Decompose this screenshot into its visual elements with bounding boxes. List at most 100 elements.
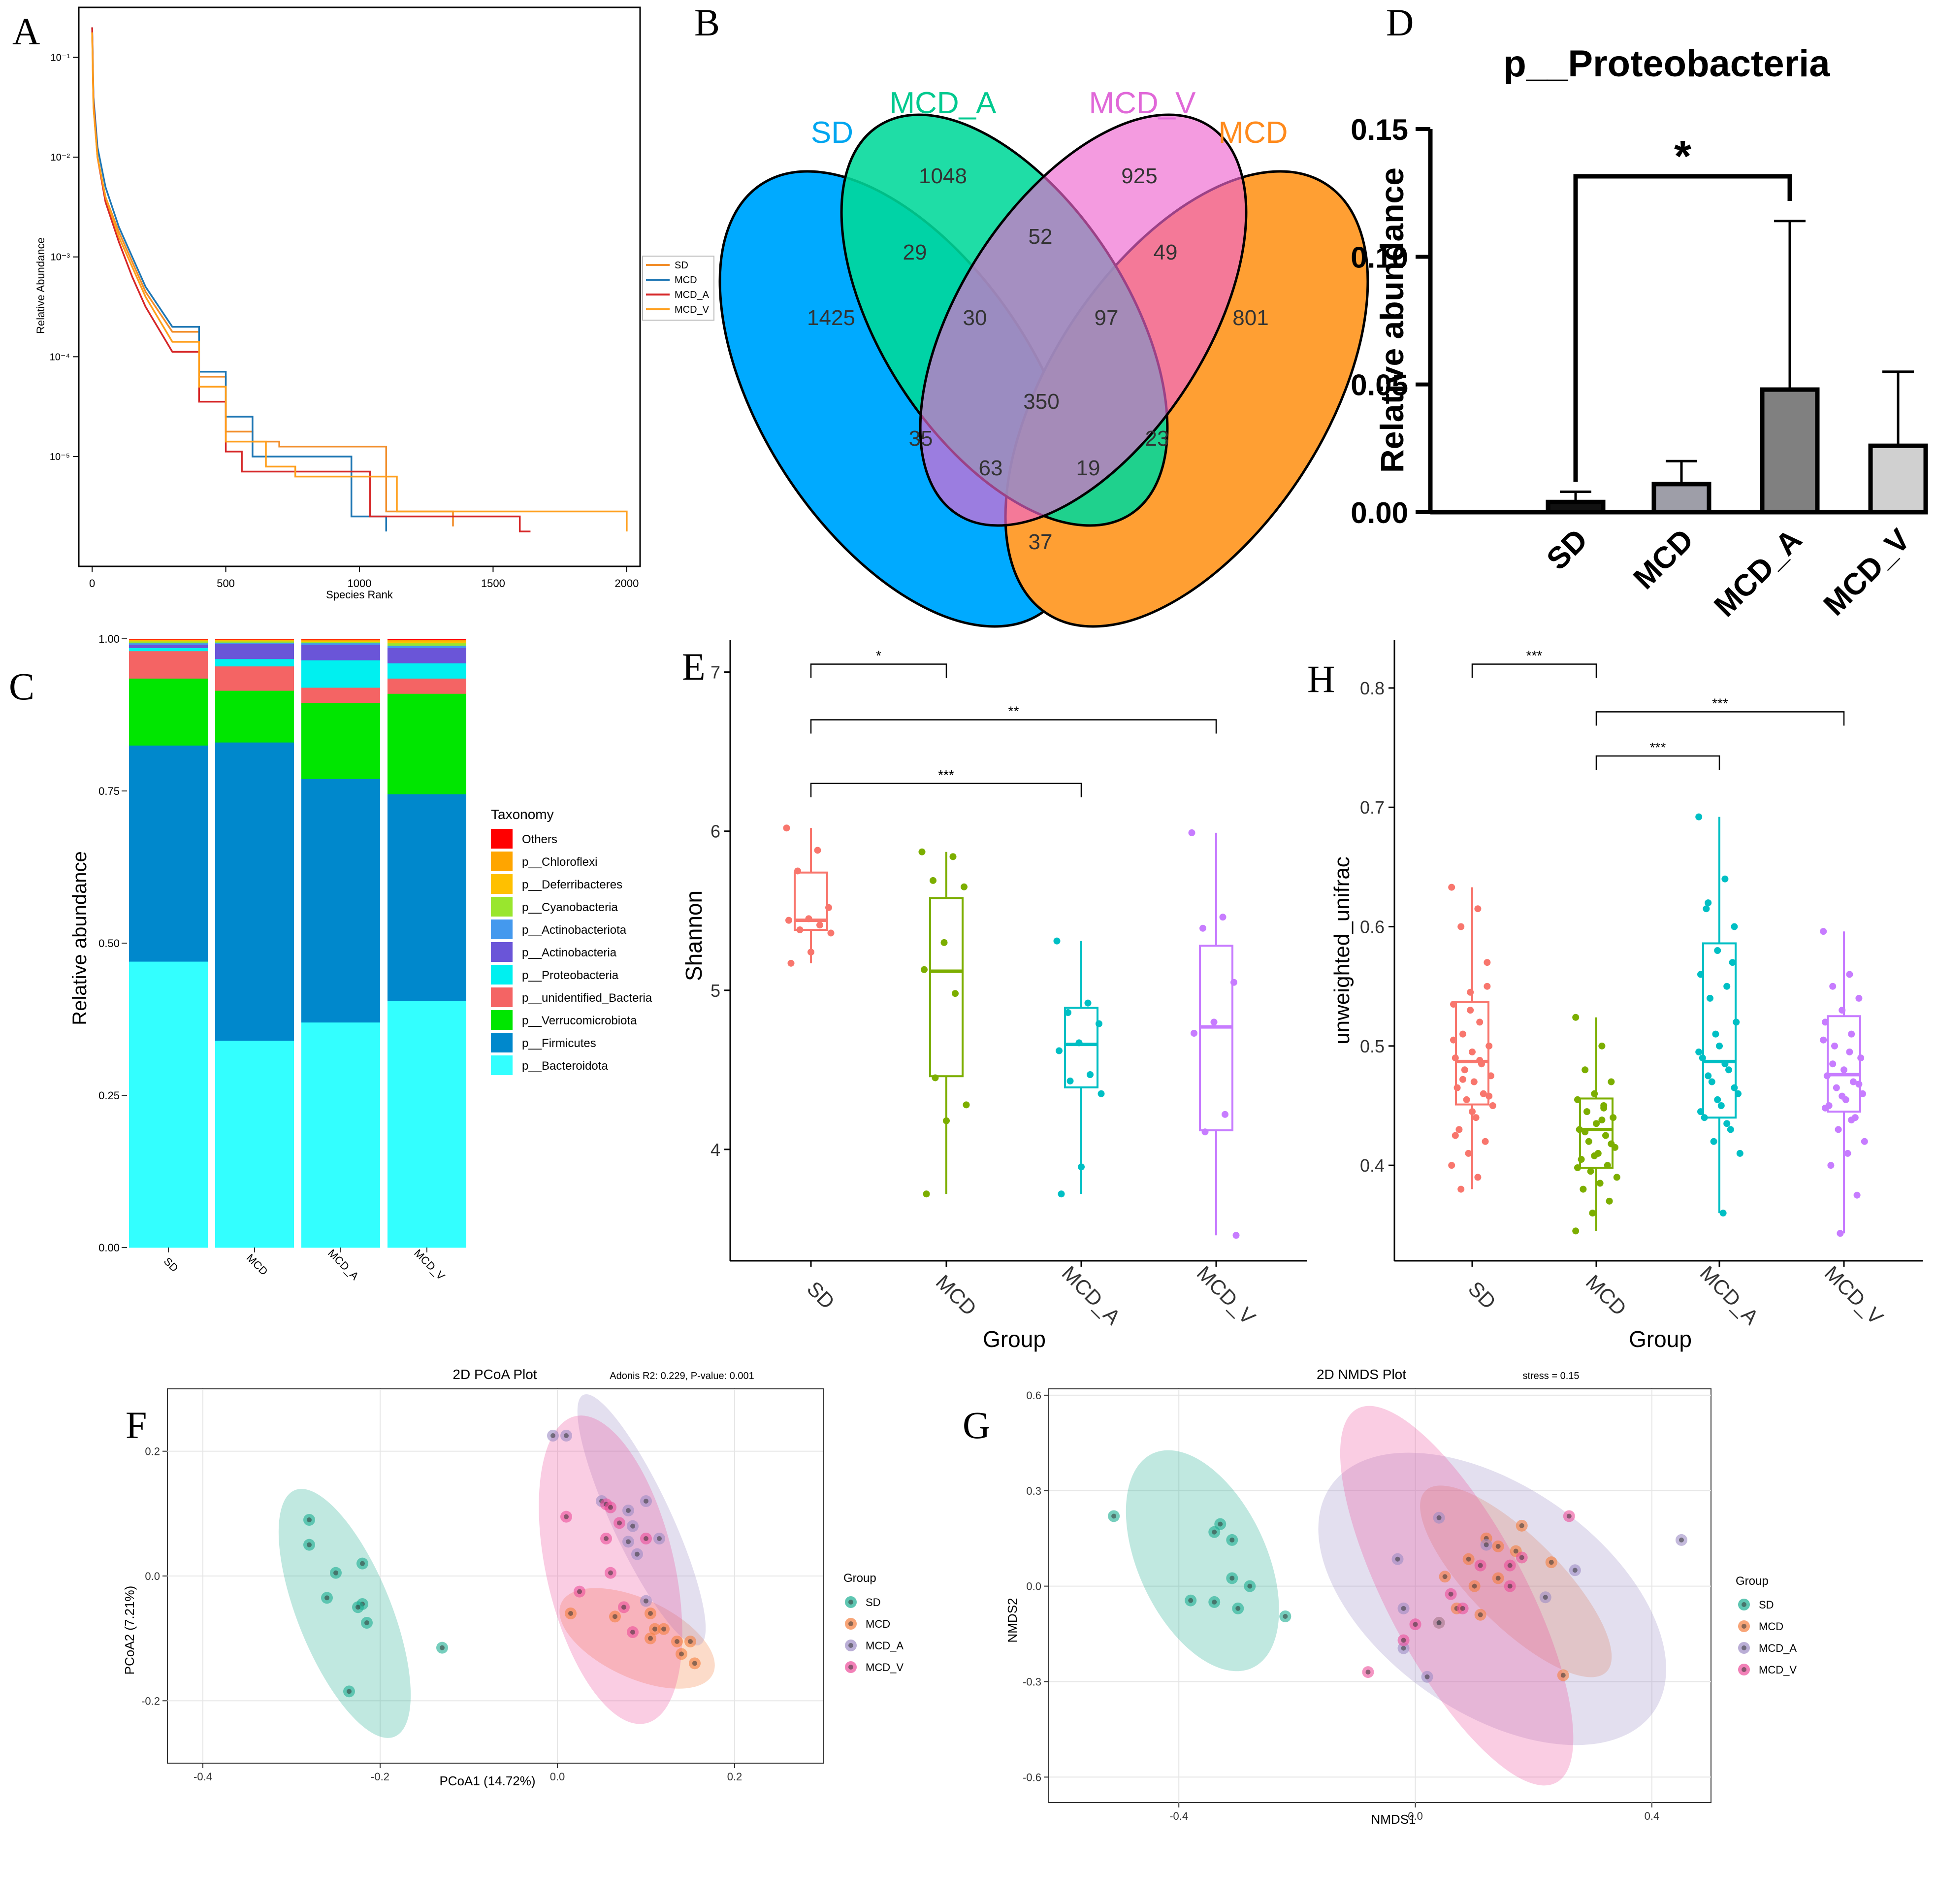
data-point: [1697, 971, 1704, 978]
data-point: [1731, 923, 1738, 930]
taxonomy-legend: Others p__Chloroflexi p__Deferribacteres p_…: [491, 829, 652, 1075]
scatter-point-center: [1283, 1614, 1288, 1619]
legend-swatch-p-chloroflexi: [491, 852, 513, 871]
scatter-point-center: [648, 1636, 653, 1641]
data-point: [1613, 1174, 1620, 1181]
data-point: [1448, 1162, 1455, 1169]
data-point: [930, 877, 936, 884]
scatter-point-center: [1436, 1515, 1442, 1520]
pcoa-legend-title: Group: [843, 1572, 876, 1585]
scatter-point-center: [550, 1433, 555, 1438]
data-point: [1695, 1048, 1703, 1055]
venn-count-all: 350: [1023, 390, 1059, 414]
data-point: [1604, 1162, 1611, 1169]
data-point: [1459, 1030, 1466, 1038]
scatter-point-center: [1229, 1576, 1235, 1581]
data-point: [825, 904, 832, 911]
venn-count-sd-mcd-v: 35: [909, 427, 933, 451]
stack-segment-others: [301, 639, 380, 640]
shannon-xlabel: Group: [983, 1326, 1046, 1352]
data-point: [1703, 905, 1710, 913]
legend-swatch-p-verrucomicrobiota: [491, 1010, 513, 1030]
scatter-point-center: [657, 1536, 662, 1541]
data-point: [1469, 1048, 1476, 1055]
scatter-point-center: [564, 1433, 569, 1438]
data-point: [1853, 1191, 1861, 1199]
venn-count-mcd-a: 1048: [919, 164, 967, 188]
data-point: [1822, 1018, 1829, 1026]
data-point: [1598, 1116, 1606, 1124]
legend-label-mcd-v: MCD_V: [866, 1661, 904, 1674]
data-point: [921, 966, 928, 973]
data-point: [1725, 1066, 1732, 1074]
y-tick-label: 0.8: [1360, 678, 1385, 698]
data-point: [1467, 988, 1474, 996]
data-point: [1733, 1018, 1740, 1026]
data-point: [1222, 1111, 1228, 1118]
data-point: [1608, 1078, 1615, 1085]
stack-segment-p-actinobacteriota: [387, 645, 466, 649]
y-tick-label: 0.05: [1351, 369, 1408, 402]
venn-count-mcd-a-mcd-v: 52: [1029, 225, 1053, 249]
data-point: [807, 949, 814, 956]
confidence-ellipse-mcd-v: [1340, 1406, 1574, 1786]
stack-segment-p-unidentified-bacteria: [215, 666, 294, 691]
box-mcd-v: [1199, 945, 1233, 1132]
y-tick-label: 6: [710, 821, 720, 842]
y-tick-label: 1.00: [98, 633, 120, 645]
legend-label-mcd-v: MCD_V: [1759, 1664, 1797, 1676]
y-tick-label: 0.0: [145, 1570, 160, 1582]
data-point: [1723, 1120, 1731, 1127]
data-point: [1219, 914, 1227, 921]
legend-label-p-proteobacteria: p__Proteobacteria: [522, 969, 619, 982]
significance-bracket: [810, 663, 947, 678]
data-point: [1580, 1185, 1587, 1193]
data-point: [783, 824, 790, 832]
data-point: [1587, 1168, 1594, 1175]
stack-segment-p-unidentified-bacteria: [387, 678, 466, 694]
data-point: [1578, 1156, 1585, 1163]
y-tick-label: -0.6: [1023, 1771, 1041, 1783]
significance-mark: ***: [938, 767, 954, 783]
stack-segment-p-verrucomicrobiota: [387, 693, 466, 794]
stack-segment-p-cyanobacteria: [215, 641, 294, 643]
x-tick-label: 0: [89, 577, 95, 590]
scatter-point-center: [1549, 1560, 1554, 1565]
data-point: [1714, 947, 1721, 954]
data-point: [1467, 1007, 1474, 1014]
data-point: [1829, 983, 1837, 990]
legend-label-mcd: MCD: [675, 275, 697, 286]
rank-abundance-chart: 0 500 1000 1500 2000 10⁻¹ 10⁻² 10⁻³ 10⁻⁴ 10⁻⁵ SD …: [34, 6, 714, 601]
stack-segment-p-proteobacteria: [215, 658, 294, 667]
scatter-point-center: [630, 1523, 635, 1529]
legend-label-p-unidentified-bacteria: p__unidentified_Bacteria: [522, 991, 652, 1005]
data-point: [1585, 1138, 1592, 1145]
data-point: [1695, 813, 1703, 821]
data-point: [1472, 1114, 1480, 1121]
data-point: [1840, 1066, 1847, 1074]
data-point: [1230, 979, 1237, 986]
scatter-point-center: [1401, 1645, 1406, 1651]
scatter-point-center: [1484, 1542, 1489, 1547]
data-point: [1712, 1030, 1719, 1038]
legend-label-mcd: MCD: [866, 1618, 890, 1630]
x-tick-label: 0.2: [727, 1771, 743, 1783]
data-point: [1465, 1149, 1472, 1157]
panel-label-f: F: [126, 1404, 147, 1446]
scatter-point-center: [688, 1639, 693, 1644]
legend-swatch-center: [1742, 1602, 1746, 1607]
significance-mark: ***: [1712, 695, 1728, 711]
data-point: [1053, 937, 1061, 945]
data-point: [1735, 1090, 1742, 1097]
y-tick-label: 10⁻⁵: [50, 452, 70, 462]
data-point: [1583, 1108, 1590, 1116]
data-point: [1721, 875, 1729, 883]
stack-segment-p-chloroflexi: [129, 639, 208, 640]
data-point: [1058, 1190, 1065, 1198]
data-point: [1210, 1018, 1218, 1026]
box-mcd-a: [1702, 942, 1737, 1119]
data-point: [1457, 923, 1465, 930]
confidence-ellipse-mcd: [1420, 1485, 1612, 1677]
scatter-point-center: [1478, 1612, 1483, 1617]
venn-count-mcd-v: 925: [1121, 164, 1157, 188]
